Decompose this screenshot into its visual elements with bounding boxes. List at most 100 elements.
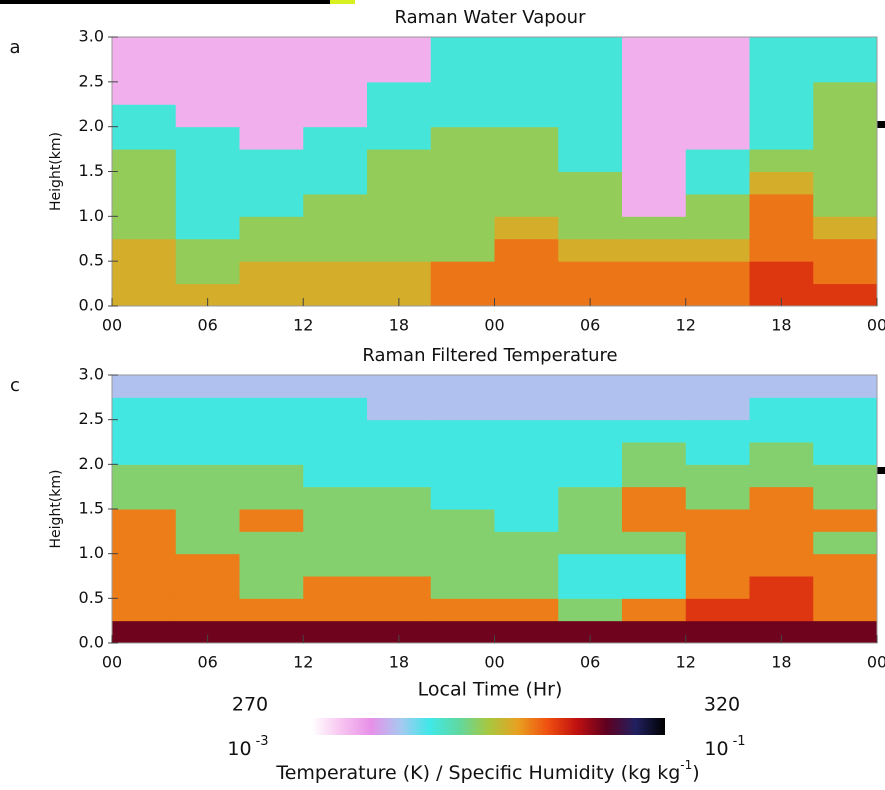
heatmap-cell <box>685 397 750 421</box>
tick-base: 10 <box>704 738 728 760</box>
heatmap-cell <box>367 397 432 421</box>
heatmap-cell <box>239 509 304 532</box>
heatmap-cell <box>813 283 878 307</box>
heatmap-cell <box>175 464 240 488</box>
heatmap-cell <box>622 81 687 105</box>
heatmap-cell <box>303 37 368 60</box>
heatmap-cell <box>813 37 878 60</box>
heatmap-cell <box>303 171 368 195</box>
heatmap-cell <box>685 104 750 128</box>
heatmap-cell <box>175 59 240 83</box>
y-tick-label: 0.0 <box>79 296 104 315</box>
heatmap-cell <box>239 126 304 150</box>
heatmap-cell <box>558 283 623 307</box>
heatmap-cell <box>622 397 687 421</box>
heatmap-cell <box>239 620 304 644</box>
heatmap-cell <box>494 193 559 217</box>
heatmap-cell <box>622 126 687 150</box>
heatmap-cell <box>558 576 623 599</box>
heatmap-cell <box>239 598 304 622</box>
heatmap-cell <box>622 576 687 599</box>
heatmap-cell <box>813 553 878 577</box>
heatmap-cell <box>558 486 623 510</box>
heatmap-cell <box>430 283 495 307</box>
y-tick-label: 2.5 <box>79 409 104 428</box>
heatmap-cell <box>303 216 368 240</box>
heatmap-cell <box>494 531 559 555</box>
heatmap-cell <box>112 171 177 195</box>
humidity-max: 10 -1 <box>704 734 745 760</box>
heatmap-cell <box>303 104 368 128</box>
heatmap-cell <box>685 598 750 622</box>
heatmap-cell <box>239 171 304 195</box>
heatmap-cell <box>303 375 368 398</box>
heatmap-cell <box>430 553 495 577</box>
heatmap-cell <box>175 397 240 421</box>
x-tick-label: 12 <box>676 653 696 672</box>
heatmap-cell <box>239 37 304 60</box>
heatmap-cell <box>749 81 814 105</box>
label-text: ) <box>692 762 699 784</box>
heatmap-cell <box>112 59 177 83</box>
heatmap-cell <box>112 238 177 262</box>
heatmap-cell <box>813 81 878 105</box>
heatmap-cell <box>749 486 814 510</box>
heatmap-cell <box>239 193 304 217</box>
heatmap-cell <box>367 442 432 465</box>
heatmap-cell <box>622 598 687 622</box>
heatmap-cell <box>112 464 177 488</box>
heatmap-cell <box>685 486 750 510</box>
x-axis-label: Local Time (Hr) <box>418 679 563 701</box>
x-tick-label: 00 <box>867 316 885 335</box>
heatmap-cell <box>494 37 559 60</box>
temperature-max: 320 <box>704 694 740 716</box>
heatmap-cell <box>112 620 177 644</box>
heatmap-cell <box>622 261 687 285</box>
heatmap-cell <box>685 216 750 240</box>
heatmap-cell <box>239 375 304 398</box>
heatmap-cell <box>175 261 240 285</box>
heatmap-cell <box>494 81 559 105</box>
heatmap-cell <box>813 149 878 172</box>
label-exponent: -1 <box>680 758 692 772</box>
heatmap-cell <box>430 37 495 60</box>
heatmap-cell <box>749 553 814 577</box>
heatmap-cell <box>813 576 878 599</box>
heatmap-cell <box>813 375 878 398</box>
heatmap-cell <box>494 261 559 285</box>
heatmap-cell <box>303 531 368 555</box>
x-tick-label: 00 <box>484 653 504 672</box>
heatmap-cell <box>749 216 814 240</box>
heatmap-cell <box>112 37 177 60</box>
heatmap-cell <box>239 553 304 577</box>
colorbar-label: Temperature (K) / Specific Humidity (kg … <box>275 758 699 784</box>
heatmap-cell <box>558 419 623 443</box>
heatmap-cell <box>239 261 304 285</box>
heatmap-cell <box>430 531 495 555</box>
heatmap-cell <box>749 397 814 421</box>
x-tick-label: 00 <box>867 653 885 672</box>
heatmap-cell <box>813 442 878 465</box>
heatmap-cell <box>175 193 240 217</box>
heatmap-cell <box>239 531 304 555</box>
heatmap-cell <box>494 283 559 307</box>
heatmap-cell <box>367 149 432 172</box>
heatmap-cell <box>175 486 240 510</box>
heatmap-cell <box>112 126 177 150</box>
heatmap-cell <box>494 509 559 532</box>
heatmap-cell <box>685 149 750 172</box>
heatmap-cell <box>494 576 559 599</box>
heatmap-cell <box>685 81 750 105</box>
x-tick-label: 00 <box>102 316 122 335</box>
heatmap-cell <box>494 442 559 465</box>
heatmap-cell <box>367 553 432 577</box>
heatmap-cell <box>239 104 304 128</box>
panel-label: c <box>10 375 20 396</box>
heatmap-cell <box>303 81 368 105</box>
heatmap-cell <box>622 486 687 510</box>
heatmap-cell <box>430 81 495 105</box>
heatmap-cell <box>494 59 559 83</box>
heatmap-cell <box>685 442 750 465</box>
heatmap-cell <box>112 509 177 532</box>
heatmap-cell <box>175 238 240 262</box>
